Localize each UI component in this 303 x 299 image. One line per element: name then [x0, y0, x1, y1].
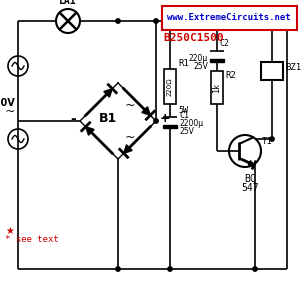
- Text: 25V: 25V: [179, 126, 194, 135]
- FancyBboxPatch shape: [162, 6, 297, 30]
- Text: 5W: 5W: [178, 106, 188, 115]
- Bar: [163, 125, 177, 128]
- Text: R1: R1: [178, 59, 189, 68]
- Bar: [261, 62, 283, 80]
- Text: 25V: 25V: [193, 62, 208, 71]
- Bar: [210, 59, 224, 62]
- Text: ~: ~: [5, 104, 15, 118]
- Text: 2200μ: 2200μ: [179, 118, 203, 127]
- Text: -: -: [70, 112, 76, 126]
- Text: 230V: 230V: [0, 98, 15, 108]
- Circle shape: [116, 19, 120, 23]
- Text: BC: BC: [244, 174, 256, 184]
- Circle shape: [168, 267, 172, 271]
- Text: ★: ★: [5, 226, 14, 236]
- Text: C2: C2: [219, 39, 229, 48]
- Polygon shape: [104, 89, 112, 97]
- Text: +: +: [160, 112, 171, 126]
- Bar: [164, 69, 176, 104]
- Text: ~: ~: [125, 130, 135, 144]
- Circle shape: [270, 137, 274, 141]
- Text: 1k: 1k: [212, 83, 221, 93]
- Text: BZ1: BZ1: [285, 62, 301, 71]
- Polygon shape: [86, 127, 94, 135]
- Polygon shape: [248, 161, 254, 165]
- Text: R2: R2: [225, 71, 236, 80]
- Text: T1: T1: [262, 137, 273, 146]
- Text: www.ExtremeCircuits.net: www.ExtremeCircuits.net: [167, 13, 291, 22]
- Text: * see text: * see text: [5, 234, 59, 243]
- Circle shape: [154, 19, 158, 23]
- Circle shape: [215, 19, 219, 23]
- Bar: [211, 71, 223, 104]
- Text: B1: B1: [99, 112, 117, 126]
- Circle shape: [215, 19, 219, 23]
- Polygon shape: [142, 107, 150, 115]
- Text: 220μ: 220μ: [189, 54, 208, 63]
- Circle shape: [116, 267, 120, 271]
- Circle shape: [270, 19, 274, 23]
- Text: 547: 547: [241, 183, 259, 193]
- Circle shape: [154, 119, 158, 123]
- Text: LA1: LA1: [59, 0, 77, 6]
- Circle shape: [253, 267, 257, 271]
- Circle shape: [168, 19, 172, 23]
- Polygon shape: [124, 145, 132, 153]
- Text: C1: C1: [179, 111, 189, 120]
- Text: 220Ω: 220Ω: [167, 77, 173, 96]
- Text: B250C1500: B250C1500: [163, 33, 224, 43]
- Text: ~: ~: [125, 98, 135, 112]
